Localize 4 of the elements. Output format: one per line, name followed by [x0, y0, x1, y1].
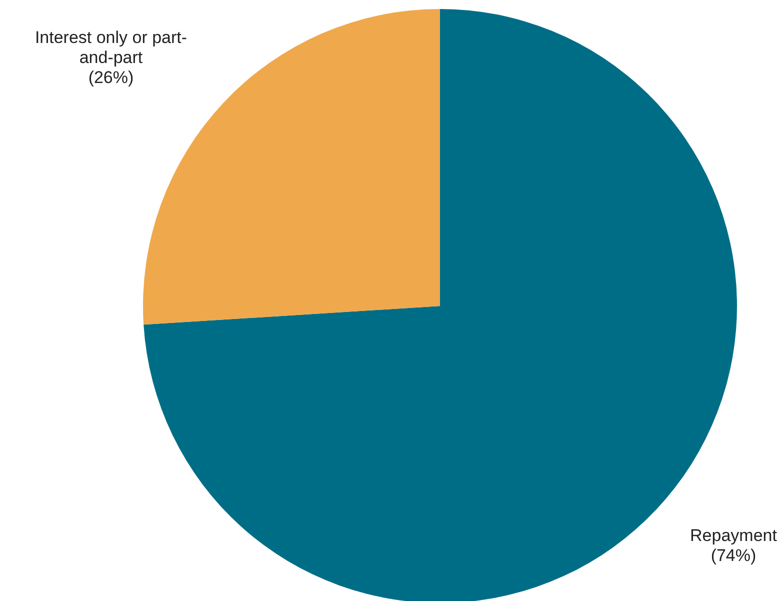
data-label: (26%) — [88, 68, 134, 87]
data-label: (74%) — [710, 545, 756, 564]
slice-label: Repayment — [690, 525, 778, 544]
slice-label: Interest only or part-and-part — [34, 28, 188, 67]
